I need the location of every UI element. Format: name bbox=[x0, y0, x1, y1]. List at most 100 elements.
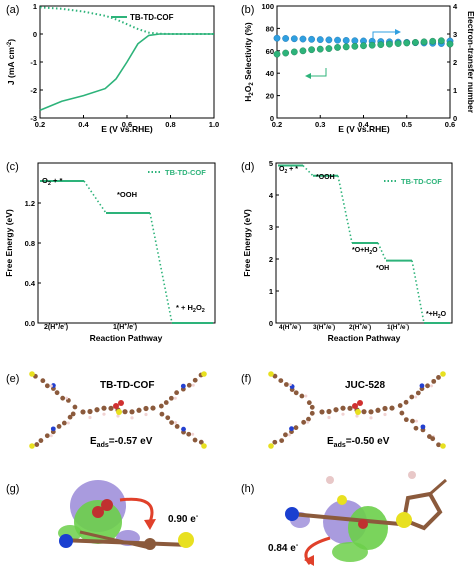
y-tick-label: 2 bbox=[269, 255, 273, 264]
carbon-atom bbox=[293, 425, 299, 431]
chart-c: 0.0 0.4 0.8 1.2 TB-TD-COF O2 + * *OOH * + H… bbox=[4, 162, 216, 343]
hydrogen-atom bbox=[65, 396, 69, 400]
sulfur-atom bbox=[201, 443, 207, 449]
y-tick-label: 1 bbox=[269, 287, 273, 296]
charge-density-g: 0.90 e- bbox=[58, 480, 199, 550]
carbon-atom bbox=[436, 375, 441, 380]
x-tick-label-a: 0.8 bbox=[165, 120, 175, 129]
point-h2o2-selectivity bbox=[325, 45, 333, 52]
panel-label-h: (h) bbox=[241, 483, 254, 495]
sulfur-atom bbox=[201, 371, 207, 377]
carbon-atom bbox=[278, 378, 284, 384]
oxygen-atom-g bbox=[92, 506, 104, 518]
y-tick-label-left-b: 60 bbox=[266, 47, 274, 56]
point-electron-transfer bbox=[282, 35, 290, 42]
sulfur-atom bbox=[268, 443, 274, 449]
carbon-atom bbox=[60, 395, 66, 401]
carbon-atom bbox=[431, 378, 437, 384]
carbon-atom bbox=[101, 405, 107, 411]
carbon-atom bbox=[326, 408, 332, 415]
nitrogen-atom bbox=[181, 426, 186, 432]
y-tick-label-a: 1 bbox=[33, 2, 37, 11]
plot-frame-c bbox=[37, 162, 216, 324]
hydrogen-atom bbox=[304, 394, 308, 398]
oxygen-atom-h bbox=[358, 519, 368, 529]
chart-a: 0.2 0.4 0.6 0.8 1.0 -3 -2 -1 0 1 TB-TD-COF E (V v… bbox=[6, 2, 219, 134]
arrow-to-right-axis bbox=[372, 31, 395, 42]
oxygen-atom bbox=[352, 403, 358, 409]
point-h2o2-selectivity bbox=[403, 39, 411, 47]
carbon-atom bbox=[67, 414, 73, 420]
energy-connector bbox=[337, 175, 353, 244]
point-h2o2-selectivity bbox=[360, 42, 367, 50]
carbon-atom bbox=[409, 394, 415, 400]
y-tick-label-a: -2 bbox=[30, 86, 37, 95]
y-tick-label-left-b: 100 bbox=[261, 2, 274, 11]
y-axis-label-a: J (mA cm-2) bbox=[6, 39, 16, 85]
panel-label-a: (a) bbox=[6, 4, 19, 16]
carbon-atom bbox=[168, 395, 174, 401]
nitrogen-atom bbox=[180, 383, 186, 389]
x-tick-label-b: 0.5 bbox=[402, 120, 412, 129]
x-tick-label-a: 1.0 bbox=[209, 120, 219, 129]
carbon-atom bbox=[80, 409, 86, 415]
y-tick-label-a: -3 bbox=[30, 114, 37, 123]
nitrogen-atom bbox=[50, 426, 56, 432]
point-h2o2-selectivity bbox=[342, 43, 350, 51]
step-label-c-2: 2(H+/e-) bbox=[44, 322, 68, 331]
plot-frame-b bbox=[276, 5, 451, 119]
carbon-atom bbox=[186, 382, 192, 388]
point-h2o2-selectivity bbox=[273, 50, 281, 58]
nitrogen-atom bbox=[420, 424, 426, 430]
carbon-atom bbox=[340, 405, 346, 411]
arrow-head-left bbox=[305, 73, 311, 79]
carbon-atom bbox=[399, 410, 405, 416]
step-label-d-2: 2(H+/e-) bbox=[349, 322, 371, 331]
point-electron-transfer bbox=[316, 36, 324, 43]
structure-title-f: JUC-528 bbox=[345, 380, 385, 391]
step-label-d-3: 3(H+/e-) bbox=[313, 322, 335, 331]
point-electron-transfer bbox=[299, 35, 307, 43]
species-label-c-ooh: *OOH bbox=[117, 190, 137, 199]
carbon-atom bbox=[403, 399, 409, 405]
panel-label-g: (g) bbox=[6, 483, 19, 495]
carbon-atom bbox=[403, 417, 409, 423]
panel-label-c: (c) bbox=[6, 161, 19, 173]
hydrogen-atom bbox=[369, 416, 373, 420]
legend-label-a: TB-TD-COF bbox=[130, 13, 174, 22]
oxygen-atom bbox=[113, 403, 119, 409]
carbon-atom bbox=[368, 409, 374, 415]
carbon-atom bbox=[174, 390, 180, 396]
y-tick-label-right-b: 1 bbox=[453, 86, 457, 95]
x-tick-label-b: 0.4 bbox=[358, 120, 369, 129]
carbon-atom bbox=[159, 411, 165, 417]
point-h2o2-selectivity bbox=[394, 40, 402, 47]
sulfur-atom bbox=[440, 371, 446, 377]
point-h2o2-selectivity bbox=[437, 37, 445, 45]
point-h2o2-selectivity bbox=[351, 42, 359, 50]
isosurface-lower-h bbox=[332, 542, 368, 562]
step-label-d-1: 1(H+/e-) bbox=[387, 322, 409, 331]
carbon-atom bbox=[150, 405, 156, 411]
x-axis-label-d: Reaction Pathway bbox=[328, 333, 401, 343]
x-tick-label-b: 0.2 bbox=[272, 120, 282, 129]
plot-frame-d bbox=[275, 162, 453, 324]
x-tick-label-a: 0.4 bbox=[78, 120, 89, 129]
carbon-atom bbox=[425, 383, 430, 389]
y-tick-label-right-b: 2 bbox=[453, 58, 457, 67]
carbon-atom bbox=[397, 403, 403, 408]
nitrogen-atom bbox=[419, 383, 425, 389]
point-electron-transfer bbox=[308, 35, 315, 43]
legend-label-d: TB-TD-COF bbox=[401, 177, 442, 186]
hydrogen-atom bbox=[66, 421, 70, 425]
carbon-atom bbox=[158, 403, 164, 409]
carbon-atom bbox=[389, 405, 395, 411]
step-label-c-1: 1(H+/e-) bbox=[113, 322, 137, 331]
hydrogen-atom bbox=[130, 416, 134, 420]
x-tick-label-a: 0.2 bbox=[35, 120, 45, 129]
nitrogen-atom-g bbox=[59, 534, 73, 548]
carbon-atom bbox=[283, 432, 288, 438]
sulfur-atom-g bbox=[178, 532, 194, 548]
hydrogen-atom bbox=[414, 419, 418, 423]
